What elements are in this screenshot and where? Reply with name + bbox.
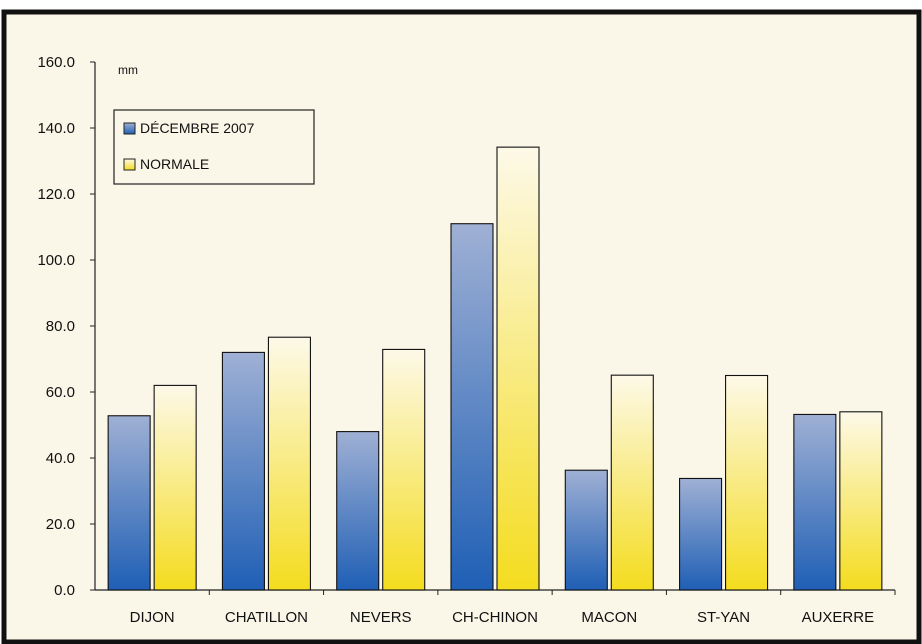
legend: DÉCEMBRE 2007 NORMALE [113, 109, 315, 185]
y-tick-label: 160.0 [37, 54, 75, 71]
x-category-label: DIJON [130, 609, 175, 626]
x-category-label: ST-YAN [697, 609, 750, 626]
y-tick-label: 140.0 [37, 120, 75, 137]
bar-normale [153, 384, 197, 591]
x-category-label: NEVERS [350, 609, 412, 626]
y-tick-label: 20.0 [46, 516, 75, 533]
unit-label: mm [118, 63, 138, 77]
plot-area: 0.0 20.0 40.0 60.0 80.0 100.0 120.0 140.0 160.0 D… [37, 54, 896, 626]
bar-normale [496, 146, 540, 591]
x-category-label: AUXERRE [802, 609, 875, 626]
bar-normale [267, 336, 311, 591]
y-tick-label: 100.0 [37, 252, 75, 269]
y-tick-label: 40.0 [46, 450, 75, 467]
legend-label-normale: NORMALE [140, 156, 209, 172]
bar-decembre [793, 413, 837, 591]
y-tick-label: 80.0 [46, 318, 75, 335]
bar-normale [382, 348, 426, 591]
legend-swatch-normale [123, 158, 136, 171]
legend-label-decembre: DÉCEMBRE 2007 [140, 120, 255, 136]
bar-decembre [679, 477, 723, 591]
x-category-label: MACON [581, 609, 637, 626]
x-category-label: CH-CHINON [452, 609, 538, 626]
y-tick-label: 0.0 [54, 582, 75, 599]
bar-decembre [564, 469, 608, 591]
bar-normale [725, 374, 769, 591]
bar-normale [839, 411, 883, 591]
bar-normale [610, 374, 654, 591]
legend-box [113, 109, 315, 185]
bar-decembre [221, 351, 265, 591]
legend-swatch-decembre [123, 122, 136, 135]
bar-decembre [107, 415, 151, 591]
x-category-label: CHATILLON [225, 609, 308, 626]
y-tick-label: 60.0 [46, 384, 75, 401]
bar-decembre [450, 223, 494, 591]
y-tick-label: 120.0 [37, 186, 75, 203]
bar-decembre [336, 431, 380, 591]
